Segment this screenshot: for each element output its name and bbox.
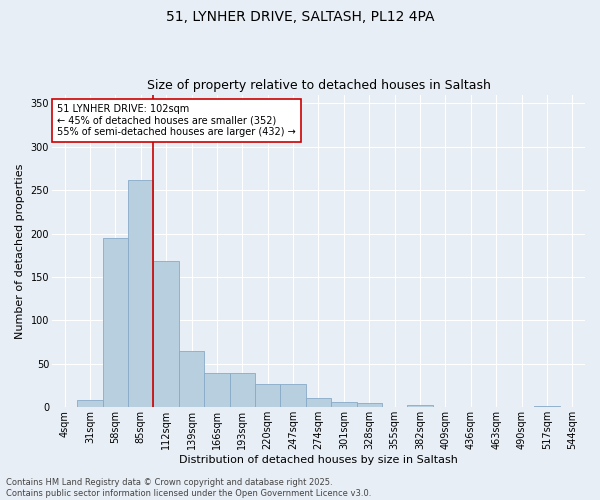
Text: Contains HM Land Registry data © Crown copyright and database right 2025.
Contai: Contains HM Land Registry data © Crown c… — [6, 478, 371, 498]
Bar — [534, 406, 560, 408]
Bar — [306, 398, 331, 407]
Bar — [356, 403, 382, 407]
Bar — [280, 384, 306, 407]
Bar — [128, 180, 154, 408]
Text: 51, LYNHER DRIVE, SALTASH, PL12 4PA: 51, LYNHER DRIVE, SALTASH, PL12 4PA — [166, 10, 434, 24]
X-axis label: Distribution of detached houses by size in Saltash: Distribution of detached houses by size … — [179, 455, 458, 465]
Title: Size of property relative to detached houses in Saltash: Size of property relative to detached ho… — [146, 79, 490, 92]
Bar — [204, 372, 230, 408]
Bar — [331, 402, 356, 407]
Bar — [179, 351, 204, 408]
Bar — [407, 404, 433, 407]
Bar — [154, 262, 179, 408]
Bar — [103, 238, 128, 408]
Y-axis label: Number of detached properties: Number of detached properties — [15, 163, 25, 338]
Bar — [230, 372, 255, 408]
Text: 51 LYNHER DRIVE: 102sqm
← 45% of detached houses are smaller (352)
55% of semi-d: 51 LYNHER DRIVE: 102sqm ← 45% of detache… — [57, 104, 296, 137]
Bar — [255, 384, 280, 407]
Bar — [77, 400, 103, 407]
